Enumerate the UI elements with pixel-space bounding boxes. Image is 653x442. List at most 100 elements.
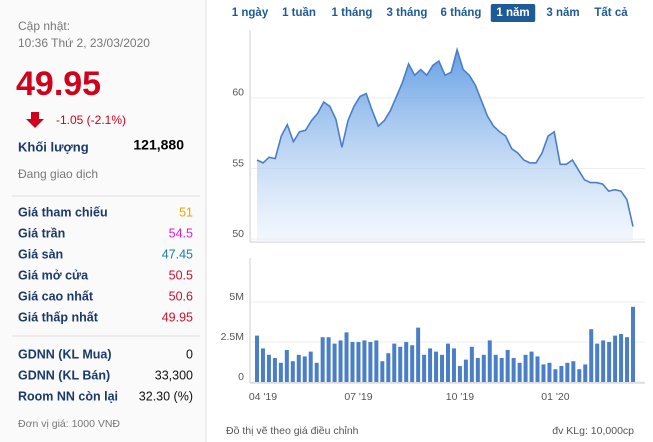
range-label[interactable]: 6 tháng xyxy=(441,7,482,19)
y-tick-label: 60 xyxy=(232,87,244,99)
volume-bar xyxy=(428,348,433,382)
volume-bar xyxy=(499,358,504,382)
footnote-right: đv KLg: 10,000cp xyxy=(552,425,634,437)
volume-bar xyxy=(356,342,361,382)
range-label[interactable]: 3 tháng xyxy=(387,7,428,19)
foreign-label: GDNN (KL Mua) xyxy=(18,347,112,361)
volume-bar xyxy=(631,306,635,382)
range-label[interactable]: 1 năm xyxy=(496,7,529,19)
volume-label: Khối lượng xyxy=(18,139,89,154)
volume-bar xyxy=(320,337,325,382)
volume-bar xyxy=(326,337,331,382)
volume-bar xyxy=(487,340,492,382)
volume-bar xyxy=(619,334,624,382)
x-tick-label: 07 '19 xyxy=(344,391,372,403)
y-tick-label: 0 xyxy=(238,371,244,383)
volume-bar xyxy=(308,351,313,382)
range-button[interactable] xyxy=(490,4,536,22)
y-tick-label: 5M xyxy=(229,291,244,303)
change: -1.05 (-2.1%) xyxy=(56,113,126,127)
volume-bar xyxy=(625,337,630,382)
volume-bar xyxy=(422,354,427,382)
volume-bar xyxy=(601,340,606,382)
y-tick-label: 50 xyxy=(232,228,244,240)
price-label: Giá trần xyxy=(18,226,65,240)
price-value: 50.6 xyxy=(169,289,193,303)
volume-bar xyxy=(463,359,468,382)
volume-bar xyxy=(541,364,546,382)
volume-bar xyxy=(404,342,409,382)
volume-bar xyxy=(589,329,594,382)
volume-bar xyxy=(314,362,319,382)
foreign-label: Room NN còn lại xyxy=(18,389,118,403)
range-label[interactable]: 1 ngày xyxy=(232,7,269,19)
volume-bar xyxy=(260,348,265,382)
volume-bar xyxy=(475,358,480,382)
volume-bar xyxy=(284,350,289,382)
range-label[interactable]: Tất cả xyxy=(594,7,628,19)
x-tick-label: 10 '19 xyxy=(446,391,474,403)
range-label[interactable]: 1 tháng xyxy=(332,7,373,19)
volume-value: 121,880 xyxy=(133,137,184,153)
update-label: Cập nhật: xyxy=(18,19,70,33)
volume-bar xyxy=(535,356,540,382)
volume-bar xyxy=(511,358,516,382)
volume-bar xyxy=(481,354,486,382)
volume-bar xyxy=(445,343,450,382)
status: Đang giao dịch xyxy=(18,167,98,181)
price-area xyxy=(257,49,633,242)
unit-note: Đơn vị giá: 1000 VNĐ xyxy=(18,418,120,430)
x-tick-label: 01 '20 xyxy=(541,391,569,403)
footnote-left: Đồ thị vẽ theo giá điều chỉnh xyxy=(226,425,359,437)
volume-bar xyxy=(362,340,367,382)
volume-bar xyxy=(434,351,439,382)
volume-bar xyxy=(613,335,618,382)
volume-bar xyxy=(374,340,379,382)
volume-bar xyxy=(517,362,522,382)
volume-bar xyxy=(302,356,307,382)
price-value: 54.5 xyxy=(169,226,193,240)
volume-bar xyxy=(457,366,462,382)
volume-bar xyxy=(398,346,403,382)
volume-bar xyxy=(266,354,271,382)
volume-bar xyxy=(577,369,582,382)
volume-bar xyxy=(392,343,397,382)
volume-bar xyxy=(607,342,612,382)
volume-bar xyxy=(332,343,337,382)
range-label[interactable]: 3 năm xyxy=(546,7,579,19)
volume-bar xyxy=(505,350,510,382)
volume-bar xyxy=(583,364,588,382)
volume-bar xyxy=(272,358,277,382)
foreign-label: GDNN (KL Bán) xyxy=(18,368,110,382)
price-label: Giá tham chiếu xyxy=(18,205,108,219)
volume-bar xyxy=(344,332,349,382)
foreign-value: 33,300 xyxy=(155,368,193,382)
volume-bar xyxy=(571,361,576,382)
volume-bar xyxy=(529,351,534,382)
volume-bar xyxy=(350,342,355,382)
price-value: 49.95 xyxy=(162,310,193,324)
price-label: Giá mở cửa xyxy=(18,268,89,282)
volume-bar xyxy=(493,354,498,382)
down-arrow xyxy=(26,112,44,128)
volume-bar xyxy=(410,345,415,382)
volume-bar xyxy=(440,354,445,382)
volume-bar xyxy=(368,342,373,382)
price-value: 51 xyxy=(179,205,193,219)
volume-bar xyxy=(386,353,391,382)
foreign-value: 32.30 (%) xyxy=(139,389,193,403)
volume-bar xyxy=(523,354,528,382)
left-panel xyxy=(0,0,206,442)
volume-bar xyxy=(296,354,301,382)
foreign-value: 0 xyxy=(186,347,193,361)
volume-bar xyxy=(553,369,558,382)
volume-bar xyxy=(255,335,259,382)
price-label: Giá cao nhất xyxy=(18,289,94,303)
y-tick-label: 2.5M xyxy=(221,331,244,343)
volume-bar xyxy=(338,340,343,382)
price-value: 47.45 xyxy=(162,247,193,261)
volume-bar xyxy=(547,362,552,382)
volume-bar xyxy=(290,361,295,382)
range-label[interactable]: 1 tuần xyxy=(282,7,316,19)
